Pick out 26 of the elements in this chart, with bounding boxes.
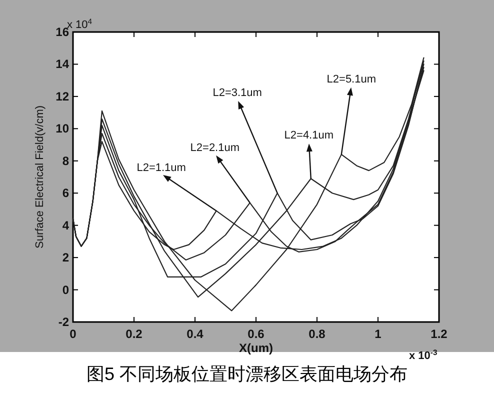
annotation: L2=3.1um: [212, 87, 262, 100]
x-tick-label: 1: [374, 327, 382, 341]
x-tick-label: 0.8: [308, 327, 326, 341]
text: 图5 不同场板位置时漂移区表面电场分布: [86, 364, 408, 384]
y-tick-label: 2: [62, 250, 70, 265]
annotation: L2=2.1um: [190, 142, 240, 154]
y-tick-label: -2: [58, 315, 70, 329]
x-tick-label: 1.2: [430, 327, 448, 341]
y-tick-label: 14: [56, 57, 70, 72]
y-axis-title: Surface Electrical Field(v/cm): [34, 105, 46, 249]
x-axis-title: X(um): [239, 341, 273, 355]
y-tick-label: 4: [62, 218, 70, 232]
x-tick-label: 0.2: [126, 327, 143, 341]
y-tick-label: 16: [56, 25, 70, 39]
text: x 10$^{4}$: [67, 16, 93, 31]
y-tick-label: 6: [62, 186, 70, 200]
text: x 10$^{-3}$: [409, 348, 438, 362]
annotation: L2=1.1um: [136, 162, 186, 174]
x-tick-label: 0.6: [248, 327, 265, 341]
annotation: L2=5.1um: [326, 73, 376, 86]
y-tick-label: 8: [62, 154, 70, 168]
y-tick-label: 10: [56, 122, 70, 136]
y-tick-label: 12: [56, 89, 70, 104]
x-tick-label: 0.4: [186, 327, 204, 341]
annotation: L2=4.1um: [284, 130, 334, 142]
y-tick-label: 0: [62, 282, 70, 297]
